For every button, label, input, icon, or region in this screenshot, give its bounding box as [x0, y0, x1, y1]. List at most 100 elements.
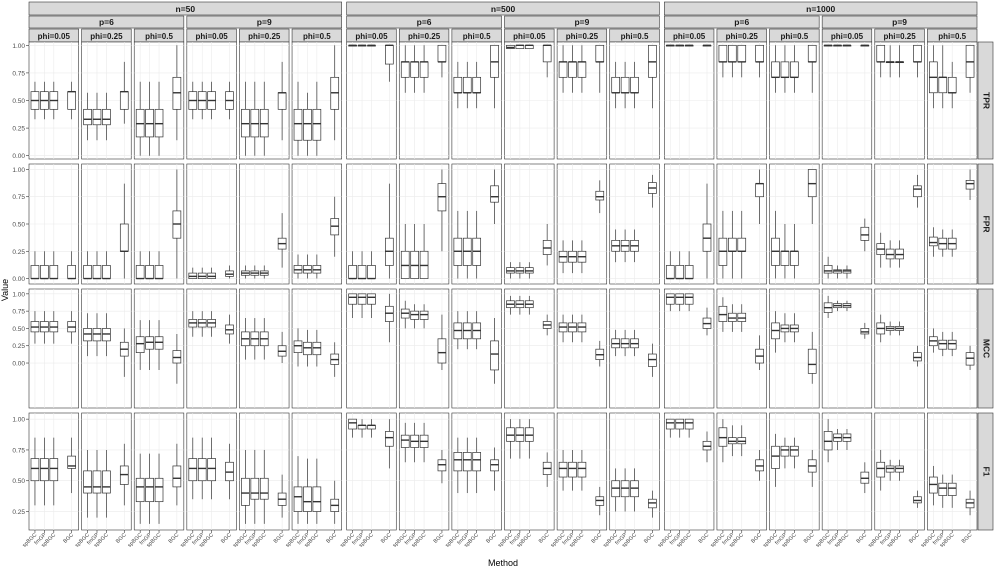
strip-row-label: F1	[981, 467, 991, 477]
strip-n-label: n=500	[491, 4, 516, 14]
x-tick-label: BGC	[485, 532, 498, 545]
box-body	[558, 61, 568, 78]
strip-phi-label: phi=0.05	[355, 32, 388, 41]
box-body	[577, 461, 587, 478]
box-body	[119, 223, 129, 252]
box-body	[119, 91, 129, 110]
box-body	[568, 61, 577, 78]
box-body	[790, 61, 799, 78]
strip-phi-label: phi=0.5	[938, 32, 966, 41]
box-body	[92, 108, 102, 126]
box-body	[718, 44, 728, 63]
box-body	[259, 477, 269, 500]
box-body	[312, 486, 322, 512]
strip-phi-label: phi=0.25	[90, 32, 123, 41]
strip-n-1	[346, 1, 660, 16]
box-body	[102, 265, 111, 279]
box-body	[675, 293, 685, 305]
box-body	[938, 76, 948, 94]
strip-p-label: p=9	[574, 17, 589, 27]
box-body	[684, 418, 694, 430]
y-tick-label: 0.75	[12, 309, 25, 316]
strip-n-0	[28, 1, 342, 16]
strip-p-2-0	[664, 15, 820, 29]
box-body	[876, 44, 886, 63]
y-tick-label: 0.25	[12, 249, 25, 256]
box-body	[542, 44, 552, 63]
box-body	[665, 265, 675, 279]
box-body	[30, 458, 40, 482]
strip-phi-label: phi=0.25	[248, 32, 281, 41]
y-tick-label: 0.00	[12, 361, 25, 368]
x-tick-label: BGC	[803, 532, 816, 545]
strip-row-label: FPR	[981, 216, 991, 233]
box-body	[453, 452, 463, 472]
box-body	[577, 61, 587, 78]
x-axis-title: Method	[488, 558, 518, 568]
box-body	[67, 265, 76, 279]
box-body	[357, 293, 367, 305]
box-body	[771, 61, 780, 78]
box-body	[207, 458, 216, 482]
box-body	[790, 445, 799, 457]
box-body	[400, 434, 410, 448]
box-body	[453, 76, 463, 94]
x-tick-label: BGC	[856, 532, 869, 545]
box-body	[135, 477, 145, 503]
y-tick-label: 0.50	[12, 478, 25, 485]
strip-p-0-0	[28, 15, 185, 29]
box-body	[568, 461, 577, 478]
box-body	[620, 76, 630, 94]
box-body	[410, 61, 419, 78]
strip-phi-label: phi=0.25	[566, 32, 599, 41]
box-body	[771, 445, 780, 469]
x-tick-label: BGC	[698, 532, 711, 545]
box-body	[728, 237, 737, 252]
strip-phi-label: phi=0.05	[513, 32, 546, 41]
strip-n-label: n=50	[176, 4, 196, 14]
x-tick-label: BGC	[220, 532, 233, 545]
strip-p-1-1	[504, 15, 660, 29]
box-body	[462, 452, 472, 472]
y-tick-label: 0.25	[12, 343, 25, 350]
box-body	[780, 61, 790, 78]
strip-phi-label: phi=0.5	[145, 32, 173, 41]
y-tick-label: 0.75	[12, 447, 25, 454]
strip-row-F1	[977, 412, 994, 531]
box-body	[611, 76, 620, 94]
y-tick-label: 1.00	[12, 291, 25, 298]
x-tick-label: BGC	[325, 532, 338, 545]
strip-phi-label: phi=0.05	[196, 32, 229, 41]
box-body	[675, 418, 685, 430]
y-tick-label: 0.25	[12, 126, 25, 133]
box-body	[595, 44, 605, 63]
box-body	[385, 44, 394, 65]
box-body	[665, 293, 675, 305]
y-tick-label: 0.75	[12, 70, 25, 77]
box-body	[172, 465, 182, 488]
box-body	[135, 336, 145, 354]
box-body	[154, 477, 164, 503]
box-body	[277, 92, 287, 110]
x-tick-label: BGC	[273, 532, 286, 545]
strip-phi-label: phi=0.25	[408, 32, 441, 41]
box-body	[293, 108, 303, 141]
y-tick-label: 1.00	[12, 417, 25, 424]
box-body	[630, 76, 639, 94]
strip-row-label: TPR	[981, 92, 991, 109]
strip-row-TPR	[977, 41, 994, 160]
box-body	[293, 340, 303, 354]
strip-row-MCC	[977, 288, 994, 409]
box-body	[947, 339, 957, 350]
strip-phi-label: phi=0.25	[883, 32, 916, 41]
x-tick-label: BGC	[643, 532, 656, 545]
y-tick-label: 0.50	[12, 326, 25, 333]
box-body	[595, 190, 605, 201]
box-body	[83, 265, 92, 279]
box-body	[965, 180, 975, 190]
box-body	[135, 265, 145, 279]
box-body	[250, 477, 260, 500]
box-body	[348, 418, 357, 430]
box-body	[684, 293, 694, 305]
strip-row-label: MCC	[981, 339, 991, 358]
